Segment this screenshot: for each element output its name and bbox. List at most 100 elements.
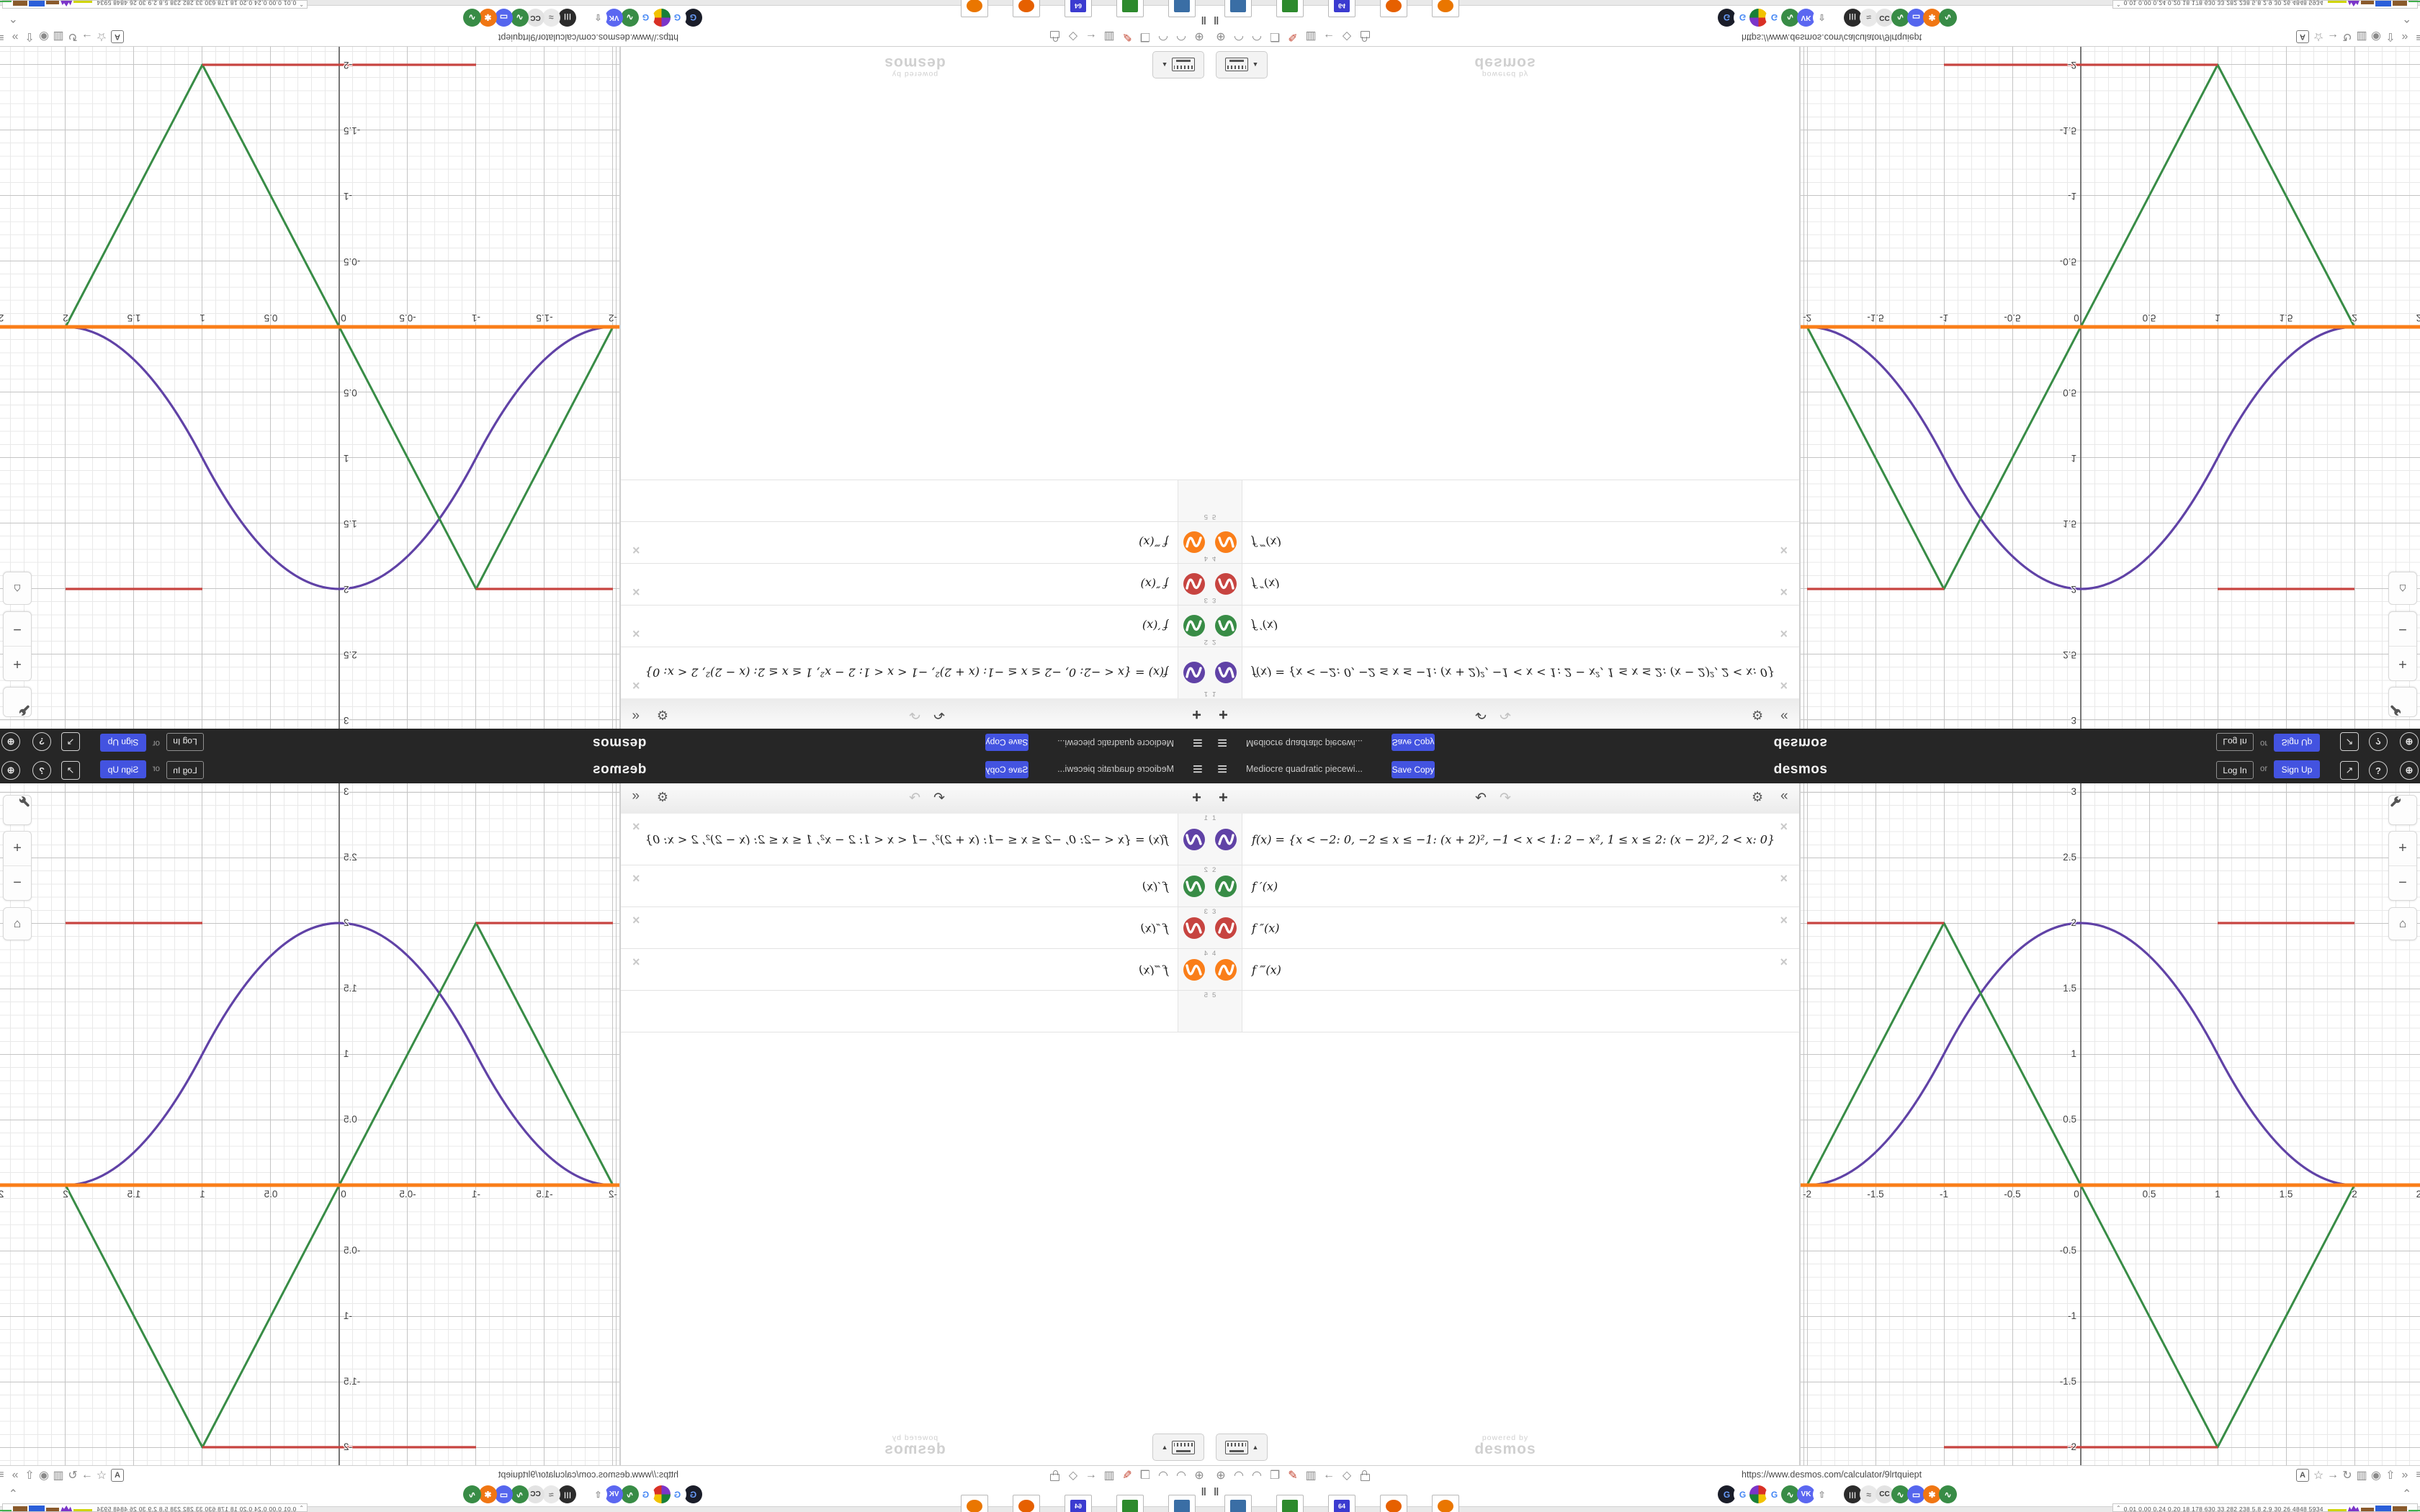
blender-bookmark[interactable]	[1432, 1495, 1459, 1512]
undo-icon[interactable]: ↶	[1475, 791, 1487, 806]
thumbs-up-icon[interactable]: ⇧	[24, 30, 35, 42]
bookmark-star-icon[interactable]: ☆	[96, 30, 107, 42]
translate-icon[interactable]: A	[111, 30, 124, 43]
forward-arrow-icon[interactable]: →	[81, 1469, 93, 1481]
undo-icon[interactable]: ↶	[1475, 706, 1487, 721]
gauge2-icon[interactable]: ◠	[1252, 1470, 1262, 1482]
hide-show-curve-icon[interactable]	[1215, 828, 1237, 850]
settings-gear-icon[interactable]: ⚙	[1752, 708, 1764, 722]
redo-icon[interactable]: ↷	[1500, 706, 1511, 721]
keypad-toggle-button[interactable]: ▲	[1216, 1434, 1268, 1461]
hide-show-curve-icon[interactable]	[1215, 917, 1237, 939]
hide-show-curve-icon[interactable]	[1215, 662, 1237, 684]
copy-pages-icon[interactable]: ❐	[1269, 30, 1281, 42]
graph-canvas[interactable]: -2 -1.5 -1 -0.5 0 0.5 1 1.5 2 2.5 3 2.5 2 1.5 1 0.5 -0.5…	[0, 783, 619, 1465]
trash-icon[interactable]: ▥	[1103, 1470, 1115, 1482]
trash-extension[interactable]: |||	[558, 1485, 576, 1503]
cc-extension[interactable]: CC	[526, 9, 544, 27]
globe-icon[interactable]: ⊕	[1216, 1470, 1226, 1482]
fish-extension[interactable]: ≈	[542, 9, 560, 27]
blender-bookmark[interactable]	[961, 0, 988, 17]
floppy64-bookmark[interactable]: 64	[1065, 1495, 1092, 1512]
help-icon[interactable]: ?	[2369, 732, 2388, 751]
collapse-panel-icon[interactable]: «	[632, 788, 640, 804]
back-arrow-icon[interactable]: ←	[1085, 1469, 1097, 1481]
expression-row[interactable]: 4 f ‴(x) ×	[1210, 949, 1799, 991]
expression-row[interactable]: 3 f ″(x) ×	[621, 563, 1210, 605]
settings-gear-icon[interactable]: ⚙	[656, 708, 668, 722]
gauge-icon[interactable]: ◠	[1234, 1470, 1244, 1482]
expression-latex[interactable]: f(x) = {x < −2: 0, −2 ≤ x ≤ −1: (x + 2)²…	[645, 832, 1168, 846]
save-copy-button[interactable]: Save Copy	[985, 734, 1028, 751]
copy-pages-icon[interactable]: ❐	[1139, 30, 1151, 42]
google2-extension[interactable]: G	[637, 9, 655, 27]
copy-pages-icon[interactable]: ❐	[1139, 1470, 1151, 1482]
shield-icon[interactable]: ◇	[1342, 1470, 1352, 1482]
save-copy-button[interactable]: Save Copy	[1392, 761, 1435, 778]
firefox-bookmark[interactable]	[1013, 0, 1040, 17]
sign-up-button[interactable]: Sign Up	[100, 734, 146, 752]
fish-extension[interactable]: ≈	[1860, 1485, 1878, 1503]
zoom-out-button[interactable]: −	[4, 612, 31, 647]
delete-expression-icon[interactable]: ×	[632, 585, 640, 599]
trash-extension[interactable]: |||	[1844, 1485, 1862, 1503]
system-monitor-widget[interactable]: ⌃ 0.01 0.00 0.24 0.20 18 178 630 33 282 …	[2112, 1503, 2420, 1512]
delete-expression-icon[interactable]: ×	[1780, 871, 1788, 886]
google-extension[interactable]: G	[668, 1485, 686, 1503]
copy-pages-icon[interactable]: ❐	[1269, 1470, 1281, 1482]
keypad-toggle-button[interactable]: ▲	[1216, 51, 1268, 78]
green-floppy-bookmark[interactable]	[1276, 1495, 1304, 1512]
help-icon[interactable]: ?	[32, 732, 51, 751]
hide-show-curve-icon[interactable]	[1215, 958, 1237, 981]
expression-latex[interactable]: f ″(x)	[1252, 921, 1280, 935]
archive-icon[interactable]: ▥	[2356, 30, 2367, 42]
bookmark-star-icon[interactable]: ☆	[96, 1470, 107, 1482]
hide-show-curve-icon[interactable]	[1215, 573, 1237, 595]
undo-icon[interactable]: ↶	[933, 791, 945, 806]
hide-show-curve-icon[interactable]	[1183, 662, 1205, 684]
language-globe-icon[interactable]: ⊕	[2400, 732, 2419, 751]
hide-show-curve-icon[interactable]	[1215, 875, 1237, 897]
floppy64-bookmark[interactable]: 64	[1065, 0, 1092, 17]
expression-row[interactable]: 2 f ′(x) ×	[621, 865, 1210, 907]
delete-expression-icon[interactable]: ×	[632, 678, 640, 693]
delete-expression-icon[interactable]: ×	[1780, 543, 1788, 557]
expression-row[interactable]: 3 f ″(x) ×	[1210, 563, 1799, 605]
bookmark-star-icon[interactable]: ☆	[2313, 30, 2324, 42]
expression-latex[interactable]: f ‴(x)	[1252, 536, 1281, 549]
desmos3-extension[interactable]: ∿	[1939, 9, 1957, 27]
hide-show-curve-icon[interactable]	[1215, 531, 1237, 554]
empty-expression-row[interactable]: 5	[1210, 480, 1799, 521]
graph-title[interactable]: Mediocre quadratic piecewi...	[1057, 738, 1174, 748]
log-in-button[interactable]: Log In	[166, 733, 204, 751]
expression-latex[interactable]: f ‴(x)	[1139, 963, 1168, 976]
expression-row[interactable]: 1 f(x) = {x < −2: 0, −2 ≤ x ≤ −1: (x + 2)…	[621, 647, 1210, 698]
desmos-extension[interactable]: ∿	[621, 9, 639, 27]
archive-icon[interactable]: ▥	[2356, 1470, 2367, 1482]
zoom-in-button[interactable]: +	[2398, 656, 2407, 672]
redo-icon[interactable]: ↷	[1500, 791, 1511, 806]
google-extension[interactable]: G	[668, 9, 686, 27]
settings-gear-icon[interactable]: ⚙	[656, 790, 668, 804]
log-in-button[interactable]: Log In	[2216, 761, 2254, 779]
sign-up-button[interactable]: Sign Up	[2274, 734, 2320, 752]
zoom-out-button[interactable]: −	[2389, 612, 2416, 647]
trash-icon[interactable]: ▥	[1305, 1470, 1317, 1482]
translate-icon[interactable]: A	[2296, 1469, 2309, 1482]
lock-icon[interactable]	[1047, 29, 1063, 45]
expression-row[interactable]: 2 f ′(x) ×	[621, 605, 1210, 647]
default-zoom-home-button[interactable]: ⌂	[2388, 907, 2417, 940]
expression-latex[interactable]: f ″(x)	[1140, 921, 1169, 935]
desmos3-extension[interactable]: ∿	[463, 1485, 481, 1503]
google-extension[interactable]: G	[1734, 1485, 1752, 1503]
google2-extension[interactable]: G	[637, 1485, 655, 1503]
zoom-out-button[interactable]: −	[2389, 865, 2416, 900]
highlighter-icon[interactable]: ✎	[1122, 30, 1132, 42]
keypad-toggle-button[interactable]: ▲	[1152, 1434, 1204, 1461]
share-icon[interactable]: ↗	[61, 732, 80, 751]
collapse-panel-icon[interactable]: «	[1780, 708, 1788, 724]
shield-icon[interactable]: ◇	[1068, 30, 1078, 42]
monitor-bookmark[interactable]	[1168, 1495, 1196, 1512]
empty-expression-row[interactable]: 5	[1210, 991, 1799, 1032]
google2-extension[interactable]: G	[1765, 1485, 1783, 1503]
